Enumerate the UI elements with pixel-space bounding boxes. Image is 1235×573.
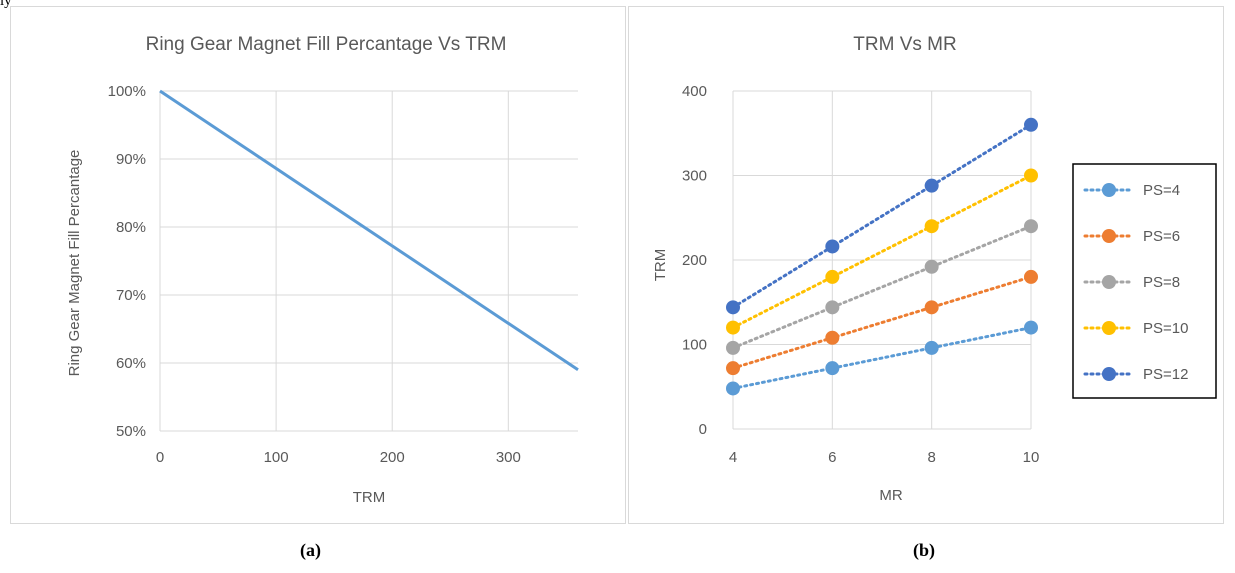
chart-a-y-tick: 50%: [116, 423, 146, 440]
chart-a-svg: Ring Gear Magnet Fill Percantage Vs TRM …: [66, 34, 579, 506]
chart-a-title: Ring Gear Magnet Fill Percantage Vs TRM: [146, 34, 507, 55]
chart-b-legend-label: PS=8: [1143, 274, 1180, 291]
chart-b-data-point: [726, 361, 740, 376]
chart-b-legend-label: PS=4: [1143, 182, 1180, 199]
chart-b-data-point: [1024, 168, 1038, 183]
chart-b-legend-marker: [1102, 229, 1116, 243]
chart-a-y-axis-label: Ring Gear Magnet Fill Percantage: [66, 150, 83, 377]
chart-a-frame: Ring Gear Magnet Fill Percantage Vs TRM …: [10, 6, 626, 524]
chart-b-data-point: [1024, 269, 1038, 284]
chart-b-gridlines: [732, 90, 1032, 430]
chart-b-series-line: [731, 326, 1033, 390]
chart-b-legend-marker: [1102, 367, 1116, 381]
chart-b-svg: TRM Vs MR TRM MR 0 100 200 300 400 4 6 8 10 PS=4…: [652, 34, 1217, 504]
chart-b-y-tick: 0: [699, 421, 707, 438]
chart-b-series-line: [731, 275, 1033, 370]
chart-b-frame: TRM Vs MR TRM MR 0 100 200 300 400 4 6 8 10 PS=4…: [628, 6, 1224, 524]
chart-b-data-point: [726, 340, 740, 355]
chart-b-x-tick: 8: [927, 449, 935, 466]
chart-b-y-tick: 100: [682, 337, 707, 354]
chart-b-y-axis-label: TRM: [652, 249, 669, 282]
chart-a-series: [159, 89, 579, 372]
chart-b-data-point: [726, 300, 740, 315]
chart-b-legend-marker: [1102, 275, 1116, 289]
chart-b-data-point: [825, 330, 840, 345]
chart-b-legend-label: PS=6: [1143, 228, 1180, 245]
chart-b-legend-label: PS=12: [1143, 366, 1188, 383]
chart-b-data-point: [726, 320, 740, 335]
chart-a-x-axis-label: TRM: [353, 489, 386, 506]
chart-a-y-tick: 90%: [116, 151, 146, 168]
chart-a-x-tick: 0: [156, 449, 164, 466]
chart-a-x-tick: 300: [496, 449, 521, 466]
chart-b-data-point: [726, 381, 740, 396]
chart-a-y-tick: 100%: [108, 83, 146, 100]
chart-b-x-tick: 10: [1023, 449, 1040, 466]
chart-b-data-point: [924, 259, 939, 274]
chart-b-series: [726, 117, 1038, 396]
caption-b: (b): [913, 540, 935, 560]
chart-b-data-point: [1024, 117, 1038, 132]
chart-a-tick-labels: 50% 60% 70% 80% 90% 100% 0 100 200 300: [108, 83, 521, 466]
caption-a: (a): [300, 540, 321, 560]
chart-b-legend-label: PS=10: [1143, 320, 1188, 337]
chart-a-gridlines: [159, 90, 578, 432]
chart-b-tick-labels: 0 100 200 300 400 4 6 8 10: [682, 83, 1039, 466]
chart-b-data-point: [924, 300, 939, 315]
chart-a-line: [159, 89, 579, 372]
chart-b-x-tick: 6: [828, 449, 836, 466]
chart-b-title: TRM Vs MR: [853, 34, 956, 55]
chart-a-x-tick: 100: [264, 449, 289, 466]
chart-b-y-tick: 200: [682, 252, 707, 269]
chart-b-data-point: [825, 361, 840, 376]
chart-b-data-point: [825, 239, 840, 254]
chart-a-y-tick: 70%: [116, 287, 146, 304]
chart-b-data-point: [924, 178, 939, 193]
chart-b-y-tick: 300: [682, 168, 707, 185]
chart-a-y-tick: 80%: [116, 219, 146, 236]
chart-b-series-line: [731, 123, 1033, 309]
chart-b-legend-marker: [1102, 183, 1116, 197]
chart-b-legend: PS=4 PS=6 PS=8 PS=10 PS=12: [1072, 163, 1217, 399]
chart-b-data-point: [924, 219, 939, 234]
page-top-text-fragment: ly: [0, 0, 12, 9]
chart-b-data-point: [924, 340, 939, 355]
chart-b-legend-marker: [1102, 321, 1116, 335]
chart-b-x-axis-label: MR: [879, 487, 902, 504]
chart-b-data-point: [825, 269, 840, 284]
chart-b-y-tick: 400: [682, 83, 707, 100]
chart-b-series-line: [731, 224, 1033, 350]
chart-a-x-tick: 200: [380, 449, 405, 466]
chart-b-series-line: [731, 174, 1033, 330]
chart-a-y-tick: 60%: [116, 355, 146, 372]
chart-b-data-point: [1024, 320, 1038, 335]
chart-b-x-tick: 4: [729, 449, 737, 466]
chart-b-data-point: [825, 300, 840, 315]
chart-b-data-point: [1024, 219, 1038, 234]
